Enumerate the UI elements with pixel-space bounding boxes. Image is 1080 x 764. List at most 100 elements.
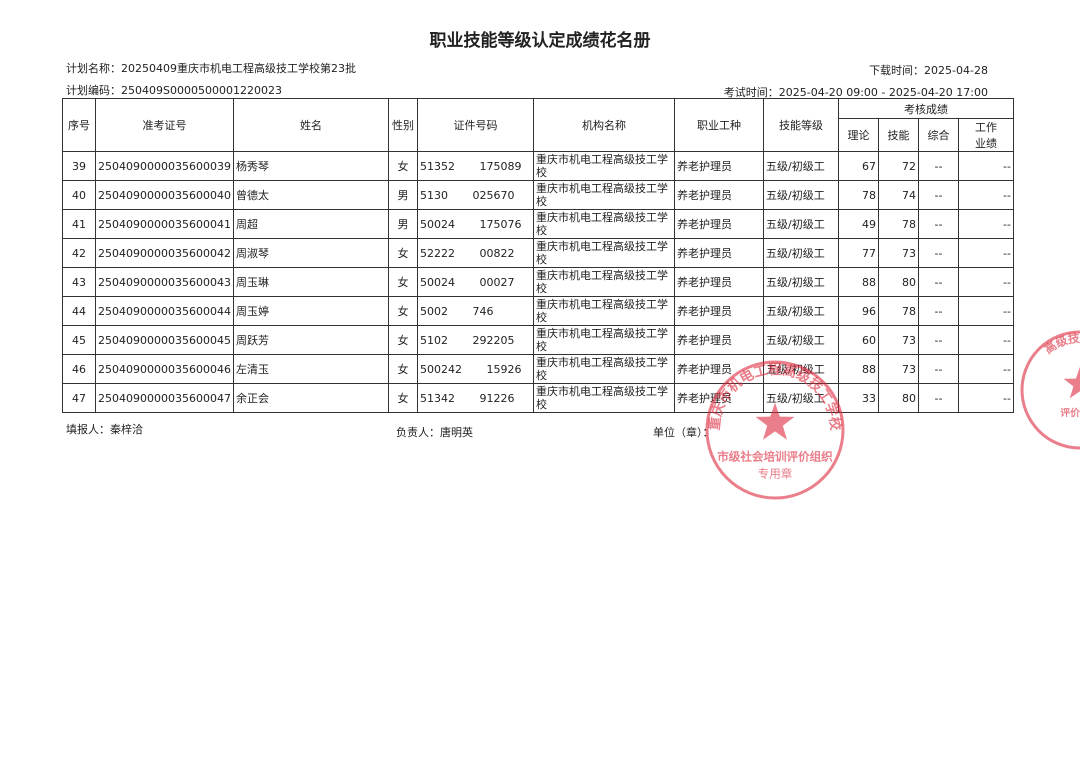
- cell: 周淑琴: [232, 238, 389, 268]
- cell: 67: [837, 151, 879, 181]
- leader: 负责人：唐明英: [396, 426, 473, 439]
- cell: 80: [877, 383, 919, 413]
- cell: 96: [837, 296, 879, 326]
- cell: 男: [387, 209, 418, 239]
- cell: 养老护理员: [673, 209, 764, 239]
- cell: 33: [837, 383, 879, 413]
- seal-star: [755, 402, 795, 440]
- cell: 2504090000035600045: [95, 325, 234, 355]
- data-row: 45 2504090000035600045 周跃芳女 5102 292205 重庆市机…: [62, 325, 1014, 355]
- cell: 女: [387, 296, 418, 326]
- cell: 重庆市机电工程高级技工学校: [532, 180, 675, 210]
- cell: 重庆市机电工程高级技工学校: [532, 354, 675, 384]
- data-row: 41 2504090000035600041 周超男 50024 175076 重庆市机…: [62, 209, 1014, 239]
- cell: 养老护理员: [673, 267, 764, 297]
- unit-stamp-label: 单位（章）：: [653, 426, 714, 439]
- cell: 重庆市机电工程高级技工学校: [532, 238, 675, 268]
- cell: --: [917, 296, 959, 326]
- seal-ring: [705, 360, 845, 500]
- cell: 2504090000035600041: [95, 209, 234, 239]
- cell: 重庆市机电工程高级技工学校: [532, 151, 675, 181]
- column-header-text: 工作业绩: [974, 121, 997, 150]
- cell: 49: [837, 209, 879, 239]
- column-header: 姓名: [232, 98, 389, 152]
- data-row: 39 2504090000035600039 杨秀琴女 51352 175089 重庆市…: [62, 151, 1014, 181]
- cell: 重庆市机电工程高级技工学校: [532, 296, 675, 326]
- cell: 养老护理员: [673, 325, 764, 355]
- column-header: 性别: [387, 98, 418, 152]
- header-row: 理论 技能 综合 工作业绩: [63, 118, 1014, 152]
- title: 职业技能等级认定成绩花名册: [429, 31, 651, 51]
- cell: 50024 00027: [416, 267, 534, 297]
- cell: 47: [62, 383, 96, 413]
- cell: 周跃芳: [232, 325, 389, 355]
- cell: 2504090000035600047: [95, 383, 234, 413]
- cell: 五级/初级工: [762, 325, 839, 355]
- data-row: 47 2504090000035600047 余正会女 51342 91226 重庆市机…: [62, 383, 1014, 413]
- cell: 80: [877, 267, 919, 297]
- cell: 男: [387, 180, 418, 210]
- cell: 重庆市机电工程高级技工学校: [532, 209, 675, 239]
- plan-name: 计划名称：20250409重庆市机电工程高级技工学校第23批: [66, 62, 356, 75]
- cell: 42: [62, 238, 96, 268]
- cell: 72: [877, 151, 919, 181]
- cell: 5102 292205: [416, 325, 534, 355]
- cell: 52222 00822: [416, 238, 534, 268]
- cell: 88: [837, 267, 879, 297]
- exam-time: 考试时间：2025-04-20 09:00 - 2025-04-20 17:00: [723, 86, 988, 99]
- column-header: 理论: [837, 118, 879, 152]
- cell: 73: [877, 354, 919, 384]
- column-header: 工作业绩: [957, 118, 1014, 152]
- cell: --: [957, 209, 1014, 239]
- cell: --: [957, 180, 1014, 210]
- cell: 五级/初级工: [762, 180, 839, 210]
- cell: 5130 025670: [416, 180, 534, 210]
- cell: 73: [877, 325, 919, 355]
- column-header: 准考证号: [95, 98, 234, 152]
- cell: 40: [62, 180, 96, 210]
- data-row: 43 2504090000035600043 周玉琳女 50024 00027 重庆市机…: [62, 267, 1014, 297]
- cell: 女: [387, 325, 418, 355]
- cell: 女: [387, 238, 418, 268]
- cell: 88: [837, 354, 879, 384]
- cell: 重庆市机电工程高级技工学校: [532, 267, 675, 297]
- cell: 44: [62, 296, 96, 326]
- cell: --: [917, 383, 959, 413]
- cell: 五级/初级工: [762, 267, 839, 297]
- column-header: 序号: [62, 98, 96, 152]
- column-header: 技能: [877, 118, 919, 152]
- cell: 5002 746: [416, 296, 534, 326]
- cell: 周玉婷: [232, 296, 389, 326]
- cell: 60: [837, 325, 879, 355]
- cell: 养老护理员: [673, 151, 764, 181]
- group-header: 考核成绩: [837, 98, 1014, 119]
- cell: 重庆市机电工程高级技工学校: [532, 325, 675, 355]
- cell: --: [957, 354, 1014, 384]
- header-row: 序号 准考证号 姓名 性别 证件号码 机构名称 职业工种 技能等级 考核成绩: [62, 98, 1014, 152]
- column-header-text: 技能: [887, 129, 910, 142]
- cell: 51342 91226: [416, 383, 534, 413]
- cell: 五级/初级工: [762, 209, 839, 239]
- cell: 重庆市机电工程高级技工学校: [532, 383, 675, 413]
- cell: 51352 175089: [416, 151, 534, 181]
- column-header-text: 理论: [847, 129, 870, 142]
- cell: --: [957, 383, 1014, 413]
- cell: 杨秀琴: [232, 151, 389, 181]
- cell: 女: [387, 267, 418, 297]
- cell: 77: [837, 238, 879, 268]
- cell: 78: [877, 209, 919, 239]
- plan-code: 计划编码：250409S0000500001220023: [66, 84, 282, 97]
- cell: 女: [387, 151, 418, 181]
- cell: 46: [62, 354, 96, 384]
- cell: 39: [62, 151, 96, 181]
- cell: 养老护理员: [673, 180, 764, 210]
- cell: 2504090000035600044: [95, 296, 234, 326]
- cell: 2504090000035600039: [95, 151, 234, 181]
- cell: 曾德太: [232, 180, 389, 210]
- cell: 2504090000035600046: [95, 354, 234, 384]
- column-header: 证件号码: [416, 98, 534, 152]
- cell: 2504090000035600042: [95, 238, 234, 268]
- data-row: 42 2504090000035600042 周淑琴女 52222 00822 重庆市机…: [62, 238, 1014, 268]
- cell: 女: [387, 354, 418, 384]
